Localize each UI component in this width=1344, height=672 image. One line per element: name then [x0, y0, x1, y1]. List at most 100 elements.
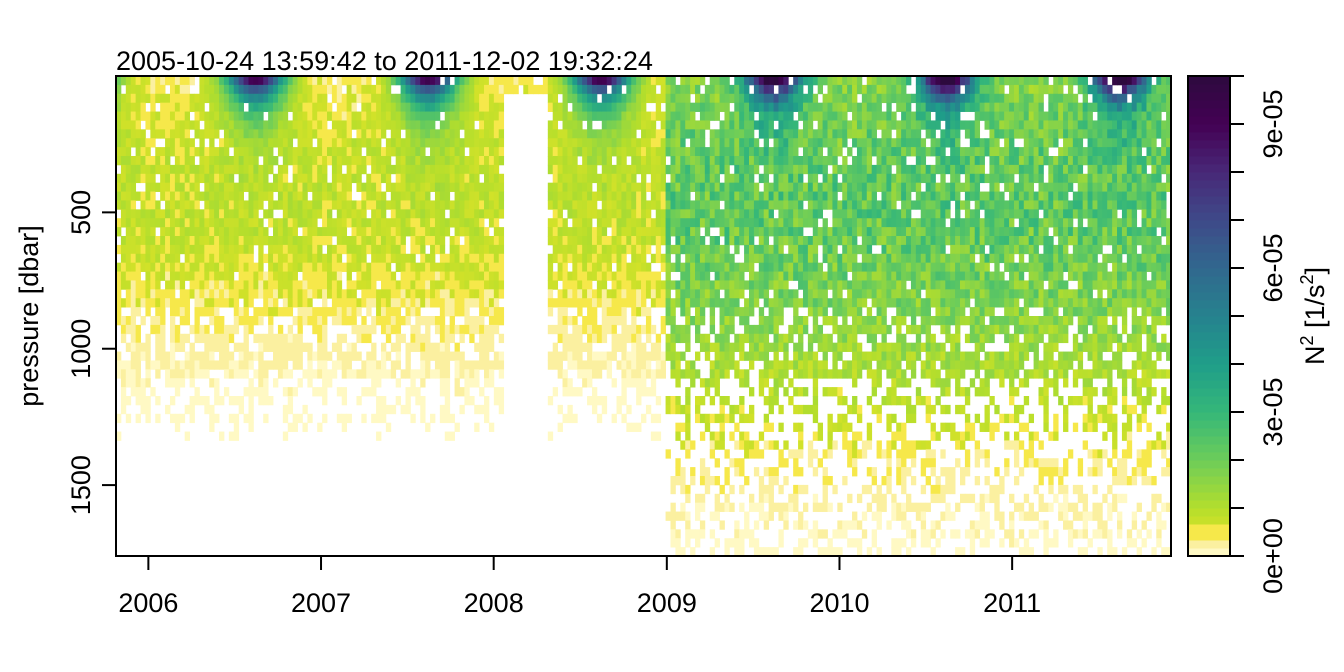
heatmap-cell: [866, 324, 873, 335]
heatmap-cell: [307, 280, 313, 290]
heatmap-cell: [238, 138, 244, 148]
heatmap-cell: [768, 262, 774, 272]
heatmap-cell: [390, 324, 397, 335]
heatmap-cell: [675, 298, 681, 308]
heatmap-cell: [331, 120, 338, 130]
heatmap-cell: [371, 102, 377, 112]
heatmap-cell: [454, 351, 460, 361]
heatmap-cell: [160, 262, 166, 272]
heatmap-cell: [263, 280, 269, 290]
heatmap-cell: [174, 271, 181, 281]
heatmap-cell: [336, 218, 343, 228]
heatmap-cell: [739, 173, 745, 184]
heatmap-cell: [145, 280, 151, 290]
heatmap-cell: [366, 262, 372, 272]
heatmap-cell: [626, 324, 632, 335]
heatmap-cell: [591, 76, 598, 86]
heatmap-cell: [312, 129, 318, 139]
heatmap-cell: [282, 387, 289, 397]
heatmap-cell: [268, 129, 274, 139]
heatmap-cell: [856, 369, 863, 379]
heatmap-cell: [852, 93, 858, 104]
heatmap-cell: [361, 360, 367, 370]
heatmap-cell: [287, 351, 294, 361]
heatmap-cell: [606, 102, 613, 112]
heatmap-cell: [160, 191, 166, 201]
heatmap-cell: [297, 280, 303, 290]
heatmap-cell: [169, 342, 176, 352]
heatmap-cell: [479, 316, 485, 326]
heatmap-cell: [709, 262, 716, 272]
heatmap-cell: [739, 529, 745, 539]
heatmap-cell: [130, 129, 137, 139]
heatmap-cell: [670, 520, 676, 530]
heatmap-cell: [199, 280, 205, 290]
heatmap-cell: [322, 147, 328, 157]
heatmap-cell: [209, 111, 215, 121]
heatmap-cell: [866, 502, 873, 512]
heatmap-cell: [385, 404, 392, 415]
heatmap-cell: [768, 182, 774, 192]
heatmap-cell: [704, 351, 711, 361]
heatmap-cell: [307, 147, 313, 157]
heatmap-cell: [385, 253, 392, 264]
heatmap-cell: [606, 298, 613, 308]
heatmap-cell: [219, 93, 225, 104]
heatmap-cell: [842, 182, 848, 192]
heatmap-cell: [822, 102, 828, 112]
heatmap-cell: [582, 324, 588, 335]
heatmap-cell: [822, 271, 828, 281]
heatmap-cell: [135, 138, 141, 148]
heatmap-cell: [793, 298, 799, 308]
heatmap-cell: [361, 102, 367, 112]
heatmap-cell: [273, 120, 279, 130]
heatmap-cell: [832, 253, 838, 264]
heatmap-cell: [699, 280, 706, 290]
heatmap-cell: [621, 387, 627, 397]
heatmap-cell: [719, 93, 725, 104]
heatmap-cell: [199, 369, 205, 379]
heatmap-cell: [341, 227, 348, 237]
heatmap-cell: [572, 209, 578, 219]
heatmap-cell: [258, 76, 264, 86]
heatmap-cell: [611, 413, 617, 424]
heatmap-cell: [572, 76, 578, 86]
heatmap-cell: [753, 120, 760, 130]
heatmap-cell: [341, 244, 348, 255]
heatmap-cell: [184, 84, 191, 95]
heatmap-cell: [562, 138, 568, 148]
heatmap-cell: [724, 218, 730, 228]
heatmap-cell: [616, 316, 622, 326]
heatmap-cell: [690, 227, 696, 237]
heatmap-cell: [174, 111, 181, 121]
heatmap-cell: [690, 244, 696, 255]
heatmap-cell: [223, 387, 230, 397]
heatmap-cell: [866, 84, 873, 95]
heatmap-cell: [596, 147, 603, 157]
heatmap-cell: [562, 244, 568, 255]
heatmap-cell: [464, 191, 470, 201]
heatmap-cell: [125, 102, 132, 112]
heatmap-cell: [724, 342, 730, 352]
heatmap-cell: [282, 111, 289, 121]
heatmap-cell: [322, 102, 328, 112]
heatmap-cell: [420, 156, 426, 166]
heatmap-cell: [292, 200, 298, 210]
heatmap-cell: [753, 209, 760, 219]
heatmap-cell: [832, 84, 838, 95]
heatmap-cell: [719, 156, 725, 166]
heatmap-cell: [719, 484, 725, 495]
heatmap-cell: [577, 191, 583, 201]
heatmap-cell: [714, 387, 720, 397]
heatmap-cell: [719, 360, 725, 370]
heatmap-cell: [439, 209, 446, 219]
heatmap-cell: [685, 342, 691, 352]
heatmap-cell: [356, 84, 362, 95]
heatmap-cell: [434, 147, 441, 157]
heatmap-cell: [130, 182, 137, 192]
heatmap-cell: [439, 351, 446, 361]
heatmap-cell: [788, 138, 794, 148]
heatmap-cell: [415, 209, 421, 219]
heatmap-cell: [798, 404, 804, 415]
heatmap-cell: [449, 316, 455, 326]
